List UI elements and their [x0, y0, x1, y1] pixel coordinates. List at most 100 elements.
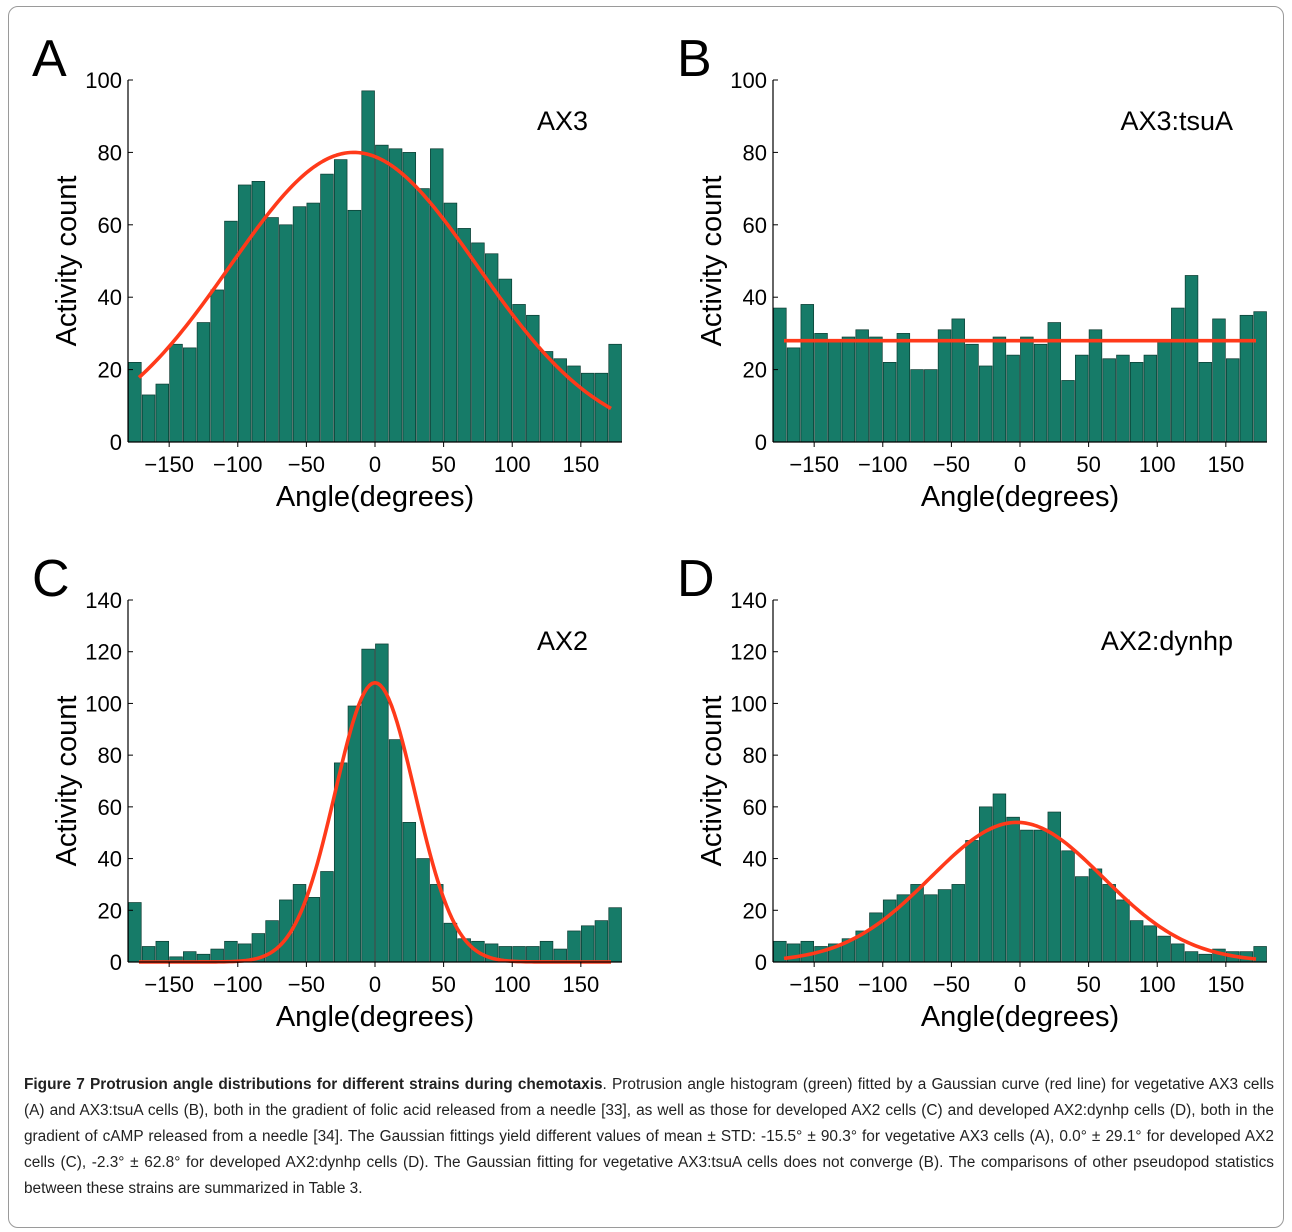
histogram-bar — [279, 224, 293, 443]
panel-letter: A — [32, 30, 67, 88]
histogram-bar — [1006, 354, 1020, 443]
gaussian-fit-line — [137, 150, 612, 411]
histogram-bar — [402, 152, 417, 443]
y-tick-label: 60 — [743, 213, 767, 238]
y-tick-label: 40 — [743, 285, 767, 310]
histogram-bar — [773, 307, 787, 443]
x-tick-label: −100 — [858, 972, 908, 997]
panel-c: C 0 20 40 60 80 100 120 140 −150 −100 −50 0 50 100 150 A… — [20, 540, 640, 1050]
histogram-bar — [430, 148, 444, 443]
histogram-bar — [1239, 314, 1254, 443]
histogram-bar — [1157, 935, 1171, 963]
x-tick-label: 150 — [562, 972, 599, 997]
histogram-bar — [992, 793, 1007, 963]
x-tick-label: 100 — [1139, 452, 1176, 477]
histogram-bar — [196, 322, 211, 443]
x-tick-label: 0 — [1014, 452, 1026, 477]
histogram-bar — [580, 372, 595, 443]
strain-label: AX2:dynhp — [1101, 626, 1233, 656]
histogram-bar — [786, 347, 801, 443]
histogram-bar — [855, 329, 869, 443]
histogram-d: D 0 20 40 60 80 100 120 140 −150 −100 −50 0 50 100 150 A… — [677, 550, 1267, 1033]
histogram-bar — [814, 333, 828, 443]
y-tick-label: 40 — [98, 847, 122, 872]
y-tick-label: 100 — [85, 691, 122, 716]
strain-label: AX3 — [537, 106, 588, 136]
histogram-bar — [388, 148, 403, 443]
histogram-bar — [1198, 362, 1212, 443]
x-tick-label: −50 — [288, 972, 325, 997]
histogram-bar — [237, 184, 252, 443]
histogram-bar — [924, 369, 938, 443]
histogram-bar — [553, 948, 567, 963]
x-axis-title: Angle(degrees) — [276, 481, 474, 513]
strain-label: AX2 — [537, 626, 588, 656]
x-tick-label: 100 — [1139, 972, 1176, 997]
histogram-bar — [1088, 329, 1103, 443]
y-tick-label: 140 — [730, 588, 767, 613]
histogram-bar — [1061, 850, 1075, 963]
histogram-bar — [443, 202, 458, 443]
histogram-bar — [924, 894, 938, 963]
y-tick-label: 80 — [98, 140, 122, 165]
histogram-bar — [388, 739, 403, 963]
histogram-bar — [580, 925, 595, 963]
histogram-bar — [800, 304, 815, 443]
y-tick-label: 80 — [98, 743, 122, 768]
y-tick-label: 0 — [755, 430, 767, 455]
histogram-bar — [1020, 336, 1034, 443]
histogram-bar — [594, 372, 609, 443]
histogram-bar — [306, 897, 320, 963]
histogram-bar — [210, 289, 224, 443]
histogram-bar — [292, 206, 307, 443]
histogram-bar — [1116, 899, 1130, 963]
y-tick-label: 20 — [743, 898, 767, 923]
x-tick-label: 50 — [1076, 452, 1100, 477]
x-tick-label: 0 — [369, 972, 381, 997]
y-tick-label: 100 — [85, 68, 122, 93]
histogram-bar — [1116, 354, 1130, 443]
histogram-bar — [608, 907, 622, 963]
histogram-bar — [869, 336, 883, 443]
histogram-bar — [1129, 920, 1144, 963]
histogram-bar — [1033, 829, 1048, 963]
x-tick-label: 0 — [369, 452, 381, 477]
x-tick-label: 50 — [431, 452, 455, 477]
x-tick-label: 150 — [1207, 972, 1244, 997]
y-tick-label: 0 — [755, 950, 767, 975]
y-tick-label: 60 — [98, 213, 122, 238]
histogram-bar — [992, 336, 1007, 443]
histogram-bar — [937, 889, 952, 963]
caption-title: Figure 7 Protrusion angle distributions … — [24, 1076, 603, 1093]
histogram-c: C 0 20 40 60 80 100 120 140 −150 −100 −50 0 50 100 150 A… — [32, 550, 622, 1033]
histogram-bar — [978, 365, 993, 443]
x-tick-label: 50 — [1076, 972, 1100, 997]
y-tick-label: 100 — [730, 691, 767, 716]
histogram-bar — [1171, 307, 1185, 443]
histogram-bar — [896, 333, 911, 443]
histogram-bar — [402, 822, 417, 963]
x-tick-label: −50 — [933, 452, 970, 477]
x-tick-label: −50 — [288, 452, 325, 477]
histogram-bar — [347, 705, 362, 963]
histogram-bar — [1006, 816, 1020, 963]
panel-letter: C — [32, 550, 70, 608]
histogram-bar — [539, 940, 554, 963]
histogram-bar — [155, 383, 170, 443]
histogram-bar — [567, 930, 581, 963]
x-tick-label: 0 — [1014, 972, 1026, 997]
y-tick-label: 100 — [730, 68, 767, 93]
histogram-bar — [526, 946, 540, 963]
histogram-bar — [141, 946, 156, 963]
histogram-bar — [1198, 953, 1212, 963]
panel-letter: D — [677, 550, 715, 608]
histogram-bar — [1212, 318, 1226, 443]
histogram-bar — [1171, 943, 1185, 963]
x-tick-label: −150 — [789, 452, 839, 477]
histogram-bar — [1061, 380, 1075, 443]
y-axis-title: Activity count — [51, 696, 83, 867]
y-tick-label: 80 — [743, 140, 767, 165]
histogram-bar — [800, 940, 815, 963]
y-tick-label: 60 — [98, 795, 122, 820]
histogram-bar — [1088, 868, 1103, 963]
